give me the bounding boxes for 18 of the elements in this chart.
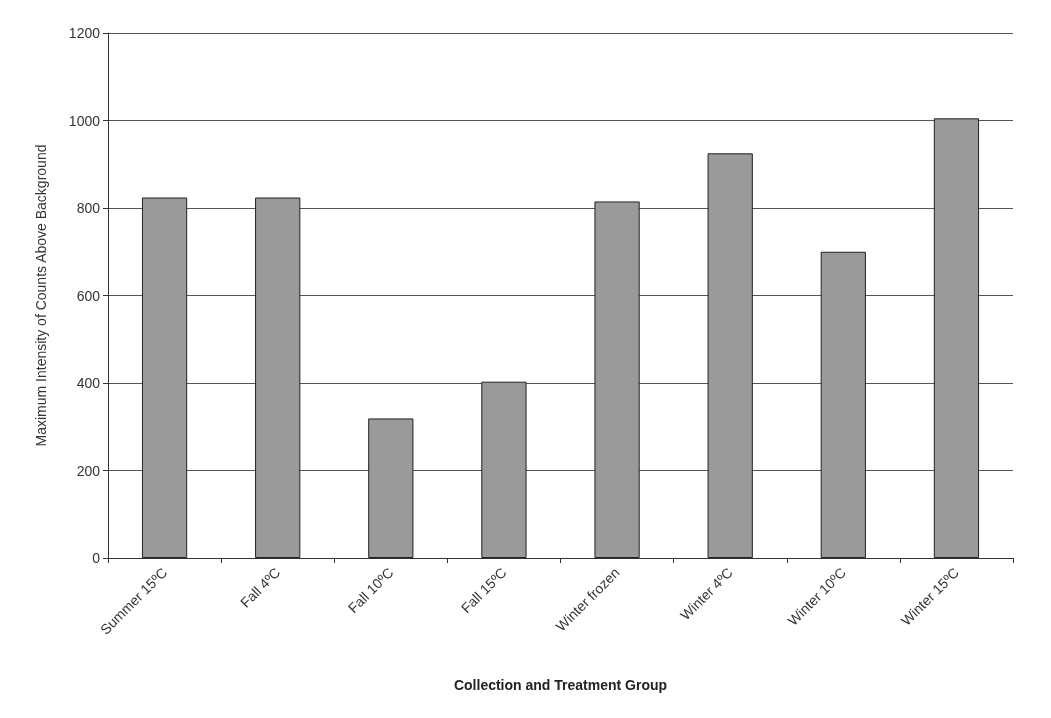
bar — [594, 201, 640, 558]
bar — [481, 381, 527, 558]
y-tick-label: 600 — [76, 287, 101, 304]
bar — [368, 418, 414, 558]
x-axis-title: Collection and Treatment Group — [453, 677, 668, 693]
y-axis-title: Maximum Intensity of Counts Above Background — [33, 144, 49, 447]
y-tick-label: 800 — [76, 200, 101, 216]
bar — [255, 197, 301, 558]
bar — [707, 153, 753, 558]
bar — [933, 118, 980, 558]
y-tick-label: 200 — [76, 462, 101, 479]
y-tick-label: 400 — [76, 375, 101, 391]
y-tick-label: 1000 — [68, 112, 101, 129]
bar — [141, 197, 188, 558]
x-tick-label: Fall 4ºC — [237, 564, 284, 611]
bar — [820, 251, 866, 558]
y-tick-label: 1200 — [68, 25, 101, 41]
y-tick-label: 0 — [92, 550, 101, 566]
